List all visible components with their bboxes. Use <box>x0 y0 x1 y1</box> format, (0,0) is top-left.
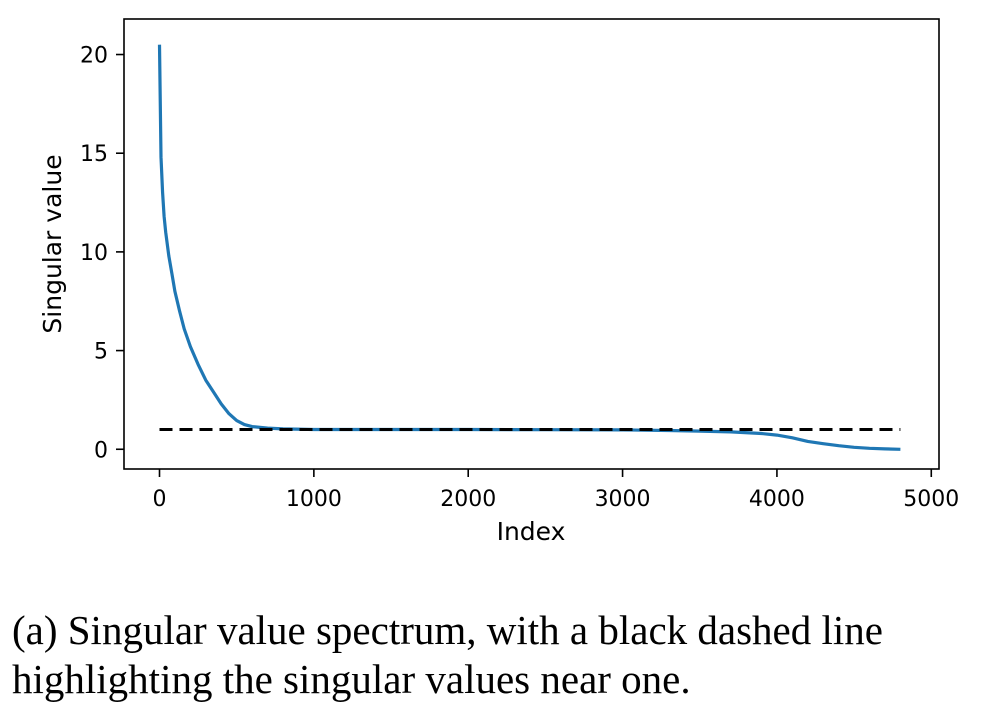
x-tick-label: 1000 <box>286 487 342 512</box>
x-tick-label: 0 <box>153 487 167 512</box>
plot-frame <box>123 18 940 470</box>
plot-marks <box>157 44 901 451</box>
y-tick-label: 20 <box>80 44 108 69</box>
y-tick-label: 5 <box>94 340 108 365</box>
x-axis-label: Index <box>497 517 566 546</box>
x-tick-label: 2000 <box>440 487 496 512</box>
y-tick-label: 10 <box>80 241 108 266</box>
figure-caption: (a) Singular value spectrum, with a blac… <box>12 607 883 702</box>
x-tick-label: 4000 <box>749 487 805 512</box>
x-tick-label: 5000 <box>903 487 959 512</box>
y-axis-label: Singular value <box>38 154 67 333</box>
singular-value-chart: 0 1000 2000 3000 4000 5000 0 5 10 15 20 Index Sin… <box>38 18 959 546</box>
x-tick-label: 3000 <box>595 487 651 512</box>
x-axis-ticks: 0 1000 2000 3000 4000 5000 <box>153 469 959 512</box>
y-tick-label: 15 <box>80 142 108 167</box>
y-axis-ticks: 0 5 10 15 20 <box>80 44 124 463</box>
y-tick-label: 0 <box>94 438 108 463</box>
singular-value-line <box>157 44 901 451</box>
